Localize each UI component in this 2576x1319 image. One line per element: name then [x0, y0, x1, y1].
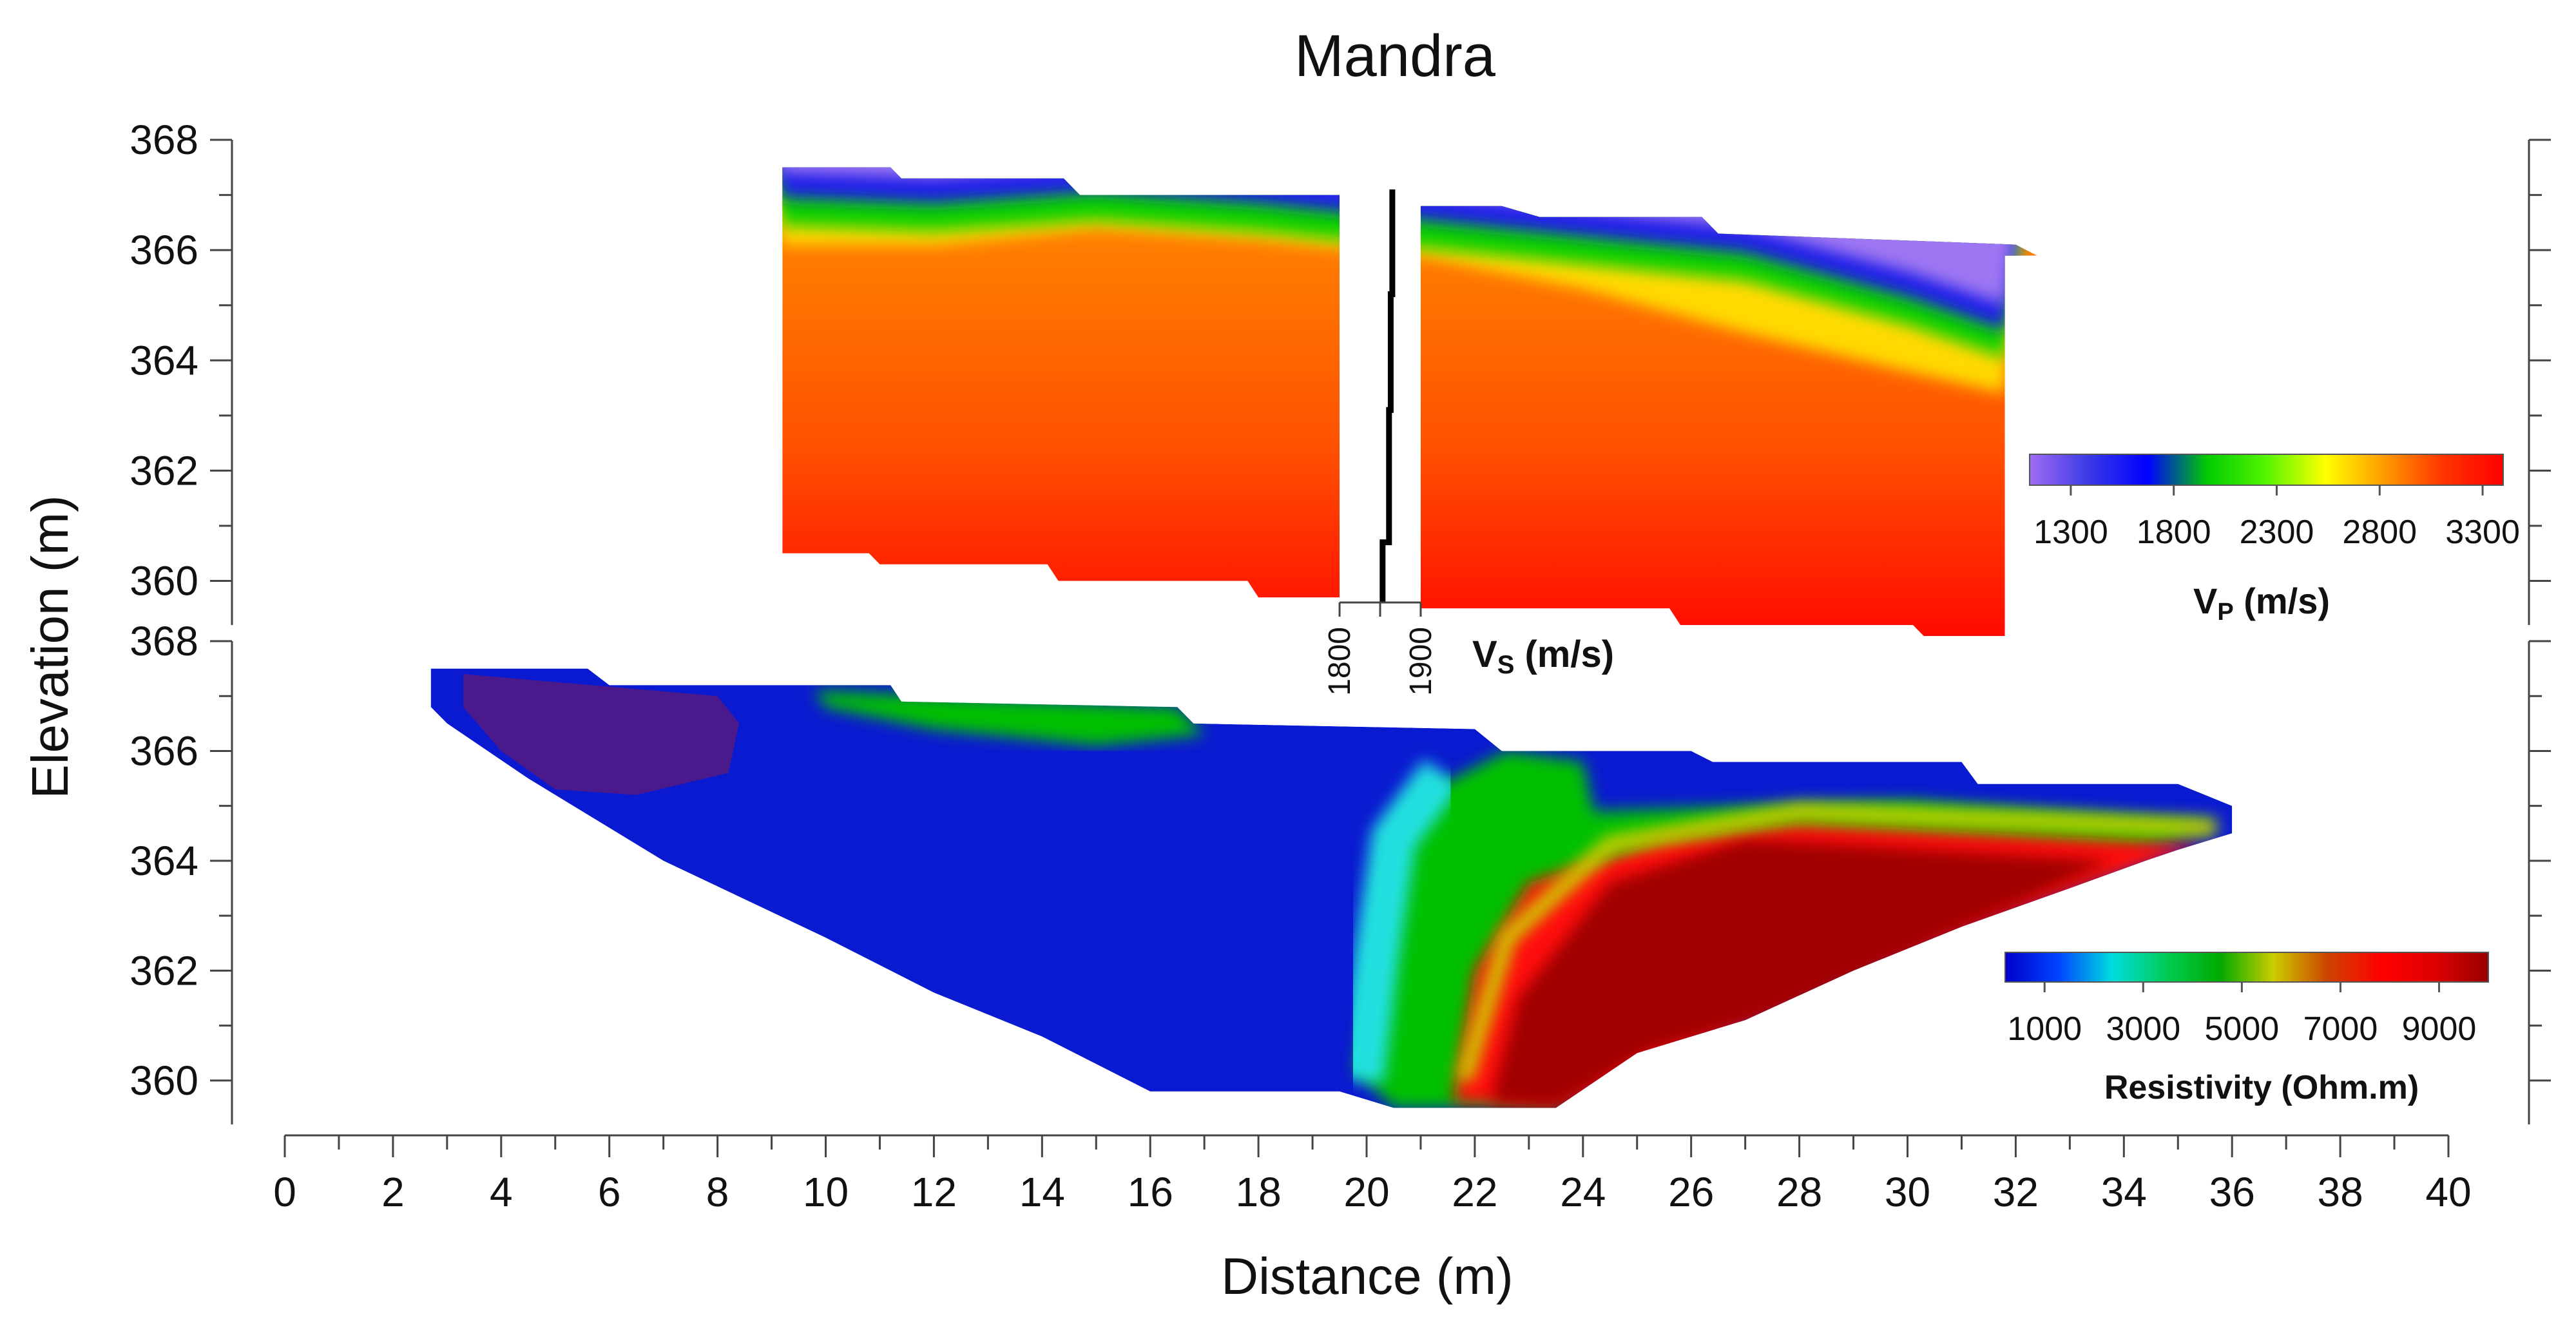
resistivity-section-body	[430, 668, 2233, 1108]
vs-axis-label-unit: (m/s)	[1514, 633, 1614, 675]
resistivity-zone-high-resistivity-body	[1491, 838, 2113, 1108]
x-tick-label: 4	[490, 1169, 513, 1215]
y-tick-label: 364	[130, 337, 198, 383]
vp-colorbar-tick-label: 1800	[2137, 514, 2211, 551]
x-tick-label: 40	[2425, 1169, 2471, 1215]
chart-title: Mandra	[1294, 23, 1496, 89]
res-colorbar-tick-label: 1000	[2007, 1010, 2082, 1048]
x-tick-label: 10	[803, 1169, 849, 1215]
x-tick-label: 20	[1343, 1169, 1389, 1215]
vp-colorbar-tick-label: 1300	[2033, 514, 2108, 551]
res-colorbar-tick-label: 5000	[2205, 1010, 2280, 1048]
x-tick-label: 2	[381, 1169, 405, 1215]
vs-profile-line	[1379, 189, 1396, 603]
y-tick-label: 368	[130, 117, 198, 163]
y-tick-label: 366	[130, 227, 198, 273]
x-tick-label: 34	[2101, 1169, 2147, 1215]
x-tick-label: 32	[1993, 1169, 2039, 1215]
y-tick-label: 362	[130, 447, 198, 494]
x-tick-label: 28	[1776, 1169, 1822, 1215]
vp-colorbar-tick-label: 3300	[2445, 514, 2520, 551]
vp-colorbar-label: VP (m/s)	[2193, 581, 2330, 626]
y-tick-label: 364	[130, 838, 198, 884]
x-tick-label: 12	[911, 1169, 957, 1215]
vp-colorbar-label-unit: (m/s)	[2234, 581, 2330, 621]
vs-axis-label-sub: S	[1497, 651, 1515, 679]
resistivity-section-panel	[430, 668, 2233, 1108]
vp-colorbar-tick-label: 2800	[2342, 514, 2417, 551]
res-colorbar-bar	[2004, 952, 2489, 983]
x-tick-label: 30	[1885, 1169, 1930, 1215]
vp-section-panel: 1800 1900 VS (m/s)	[782, 167, 2037, 696]
y-tick-label: 368	[130, 618, 198, 664]
x-axis-label: Distance (m)	[1221, 1247, 1513, 1305]
x-tick-label: 22	[1452, 1169, 1497, 1215]
res-colorbar-tick-label: 9000	[2402, 1010, 2477, 1048]
x-tick-label: 8	[706, 1169, 729, 1215]
colorbars-group: 1300 1800 2300 2800 3300 VP (m/s) 1000 3000 5000…	[2004, 454, 2520, 1106]
x-tick-label: 38	[2318, 1169, 2363, 1215]
x-tick-label: 36	[2209, 1169, 2255, 1215]
vp-colorbar-label-sub: P	[2217, 599, 2233, 626]
y-axis-label: Elevation (m)	[21, 495, 79, 798]
x-tick-label: 0	[273, 1169, 296, 1215]
res-colorbar-label: Resistivity (Ohm.m)	[2104, 1069, 2419, 1106]
vs-tick-label: 1900	[1404, 627, 1438, 696]
x-tick-label: 18	[1236, 1169, 1282, 1215]
y-tick-label: 366	[130, 727, 198, 774]
vp-colorbar-tick-label: 2300	[2240, 514, 2314, 551]
x-tick-label: 16	[1128, 1169, 1173, 1215]
x-tick-label: 14	[1019, 1169, 1065, 1215]
x-tick-label: 26	[1668, 1169, 1714, 1215]
res-colorbar-tick-label: 3000	[2106, 1010, 2180, 1048]
y-tick-label: 362	[130, 947, 198, 994]
vp-colorbar-bar	[2029, 454, 2504, 486]
vs-axis-label: VS (m/s)	[1472, 633, 1614, 679]
resistivity-zone-shallow-conductive-body	[463, 674, 740, 795]
x-tick-label: 6	[598, 1169, 621, 1215]
borehole-strip	[1340, 178, 1421, 598]
vs-tick-label: 1800	[1323, 627, 1357, 696]
x-tick-label: 24	[1560, 1169, 1606, 1215]
resistivity-cyan-fringe	[1338, 759, 1461, 1084]
res-colorbar-tick-label: 7000	[2303, 1010, 2378, 1048]
resistivity-yellow-band	[1456, 803, 2216, 1083]
y-tick-label: 360	[130, 1057, 198, 1104]
y-tick-label: 360	[130, 558, 198, 604]
